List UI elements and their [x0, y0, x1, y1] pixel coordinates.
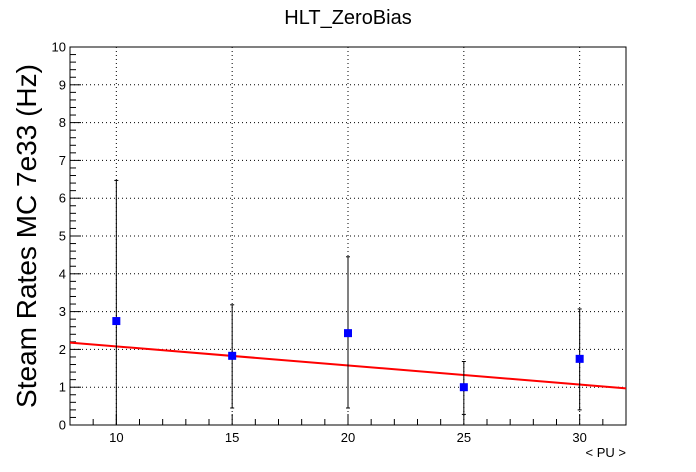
chart-title: HLT_ZeroBias	[284, 7, 411, 29]
y-tick-label: 1	[59, 380, 66, 395]
y-tick-label: 10	[52, 40, 66, 55]
data-point	[575, 354, 584, 363]
tick-labels: 10 15 20 25 30 0 1 2 3 4 5 6 7 8 9 10	[52, 40, 587, 446]
y-tick-label: 5	[59, 229, 66, 244]
y-tick-label: 9	[59, 77, 66, 92]
y-tick-label: 0	[59, 418, 66, 433]
data-point	[228, 351, 237, 360]
data-point	[459, 383, 468, 392]
y-tick-label: 2	[59, 342, 66, 357]
x-axis-label: < PU >	[586, 445, 626, 460]
data-point	[344, 329, 352, 338]
x-tick-label: 10	[109, 430, 123, 445]
x-tick-label: 20	[341, 430, 355, 445]
y-tick-label: 7	[59, 153, 66, 168]
y-axis-label: Steam Rates MC 7e33 (Hz)	[11, 64, 42, 408]
y-tick-label: 3	[59, 304, 66, 319]
data-markers	[112, 317, 584, 392]
y-tick-label: 8	[59, 115, 66, 130]
y-tick-label: 6	[59, 191, 66, 206]
y-tick-label: 4	[59, 266, 66, 281]
x-tick-label: 15	[225, 430, 239, 445]
x-tick-label: 30	[572, 430, 586, 445]
data-point	[112, 317, 121, 326]
x-tick-label: 25	[457, 430, 471, 445]
error-bars	[114, 179, 582, 425]
plot-frame	[69, 46, 627, 426]
